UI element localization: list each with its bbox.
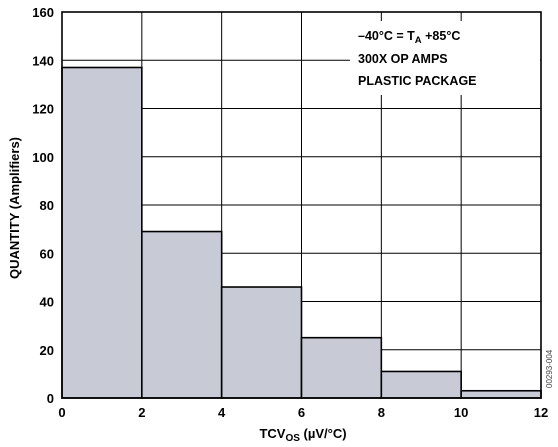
y-tick-labels: 0 20 40 60 80 100 120 140 160 (32, 5, 54, 406)
x-tick-label: 6 (298, 405, 305, 420)
figure-code: 00293-004 (545, 349, 554, 388)
bar (460, 389, 542, 399)
y-tick-label: 120 (32, 102, 54, 117)
x-tick-label: 4 (218, 405, 226, 420)
y-tick-label: 140 (32, 53, 54, 68)
bar (380, 370, 462, 399)
bar (220, 286, 303, 399)
x-tick-label: 12 (534, 405, 548, 420)
x-tick-label: 0 (58, 405, 65, 420)
x-tick-label: 2 (138, 405, 145, 420)
plot-frame (61, 11, 542, 399)
annotation-line-1: –40°C = TA +85°C (358, 29, 460, 46)
y-tick-label: 160 (32, 5, 54, 20)
x-tick-labels: 0 2 4 6 8 10 12 (58, 405, 548, 420)
bar (61, 66, 143, 399)
bar (300, 336, 383, 399)
y-axis-title: QUANTITY (Amplifiers) (7, 137, 22, 279)
bar (141, 230, 223, 399)
y-tick-label: 80 (40, 198, 54, 213)
y-tick-label: 100 (32, 150, 54, 165)
y-tick-label: 0 (47, 391, 54, 406)
y-tick-label: 20 (40, 343, 54, 358)
x-axis-title: TCVOS (µV/°C) (259, 426, 346, 444)
annotation-box-bg (350, 21, 540, 95)
x-tick-label: 8 (378, 405, 385, 420)
y-tick-label: 60 (40, 246, 54, 261)
bar-series (61, 66, 542, 399)
annotation-line-2: 300X OP AMPS (358, 52, 448, 66)
y-tick-label: 40 (40, 295, 54, 310)
x-tick-label: 10 (454, 405, 468, 420)
annotation-line-3: PLASTIC PACKAGE (358, 74, 477, 88)
